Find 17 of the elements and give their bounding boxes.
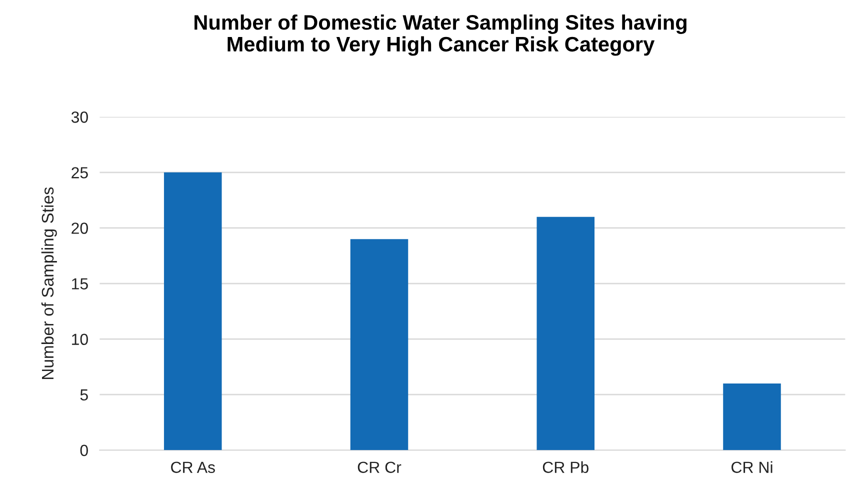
y-tick-label: 0: [80, 444, 88, 456]
x-tick-label: CR Pb: [542, 461, 588, 473]
bar: [723, 384, 781, 450]
chart-title: Number of Domestic Water Sampling Sites having Medium to Very High Cancer Risk Category: [194, 14, 686, 56]
bar: [350, 239, 408, 450]
y-tick-label: 15: [72, 278, 88, 290]
x-tick-label: CR As: [171, 462, 215, 473]
bar: [164, 172, 222, 450]
y-tick-label: 5: [80, 389, 88, 401]
x-tick-label: CR Ni: [732, 461, 772, 473]
bar: [536, 216, 595, 450]
y-axis-title: Number of Sampling Sties: [41, 187, 57, 379]
y-tick-label: 20: [72, 222, 88, 234]
y-tick-label: 30: [71, 112, 88, 123]
x-tick-label: CR Cr: [358, 462, 402, 473]
y-tick-label: 10: [72, 334, 88, 346]
y-tick-label: 25: [72, 167, 88, 178]
